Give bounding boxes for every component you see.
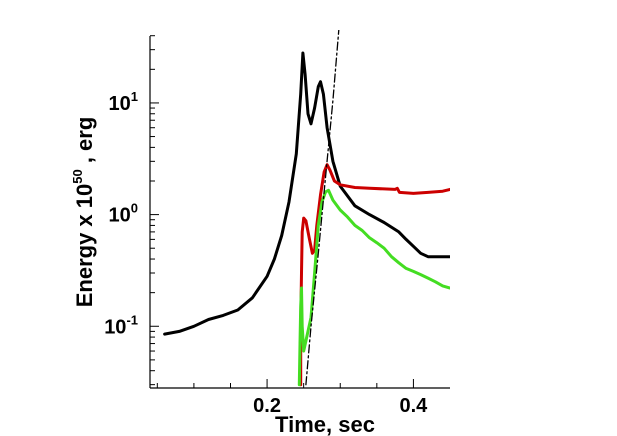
- y-tick-label-base: 10: [109, 205, 131, 227]
- y-tick-label-base: 10: [109, 93, 131, 115]
- y-axis-title-suffix: , erg: [72, 117, 97, 170]
- ticks: [150, 35, 414, 388]
- y-tick-label-exponent: 1: [131, 89, 138, 104]
- y-tick-label-base: 10: [104, 316, 126, 338]
- y-axis-title: Energy x 1050 , erg: [70, 117, 97, 308]
- series-line-2: [299, 163, 450, 387]
- x-tick-label: 0.4: [400, 395, 429, 417]
- series-line-1: [163, 51, 450, 336]
- axes: [149, 36, 450, 389]
- series-line-3: [297, 188, 450, 387]
- y-tick-label: 101: [109, 89, 138, 115]
- series-group: [163, 30, 450, 387]
- x-axis-title: Time, sec: [275, 412, 375, 436]
- x-tick-label: 0.2: [253, 395, 281, 417]
- y-tick-label-exponent: -1: [126, 312, 138, 327]
- y-axis-title-exponent: 50: [70, 169, 85, 183]
- series-line-4: [305, 30, 340, 386]
- y-tick-label: 10-1: [104, 312, 138, 338]
- y-tick-label: 100: [109, 201, 138, 227]
- y-tick-label-exponent: 0: [131, 201, 138, 216]
- y-axis-title-prefix: Energy x 10: [72, 184, 97, 308]
